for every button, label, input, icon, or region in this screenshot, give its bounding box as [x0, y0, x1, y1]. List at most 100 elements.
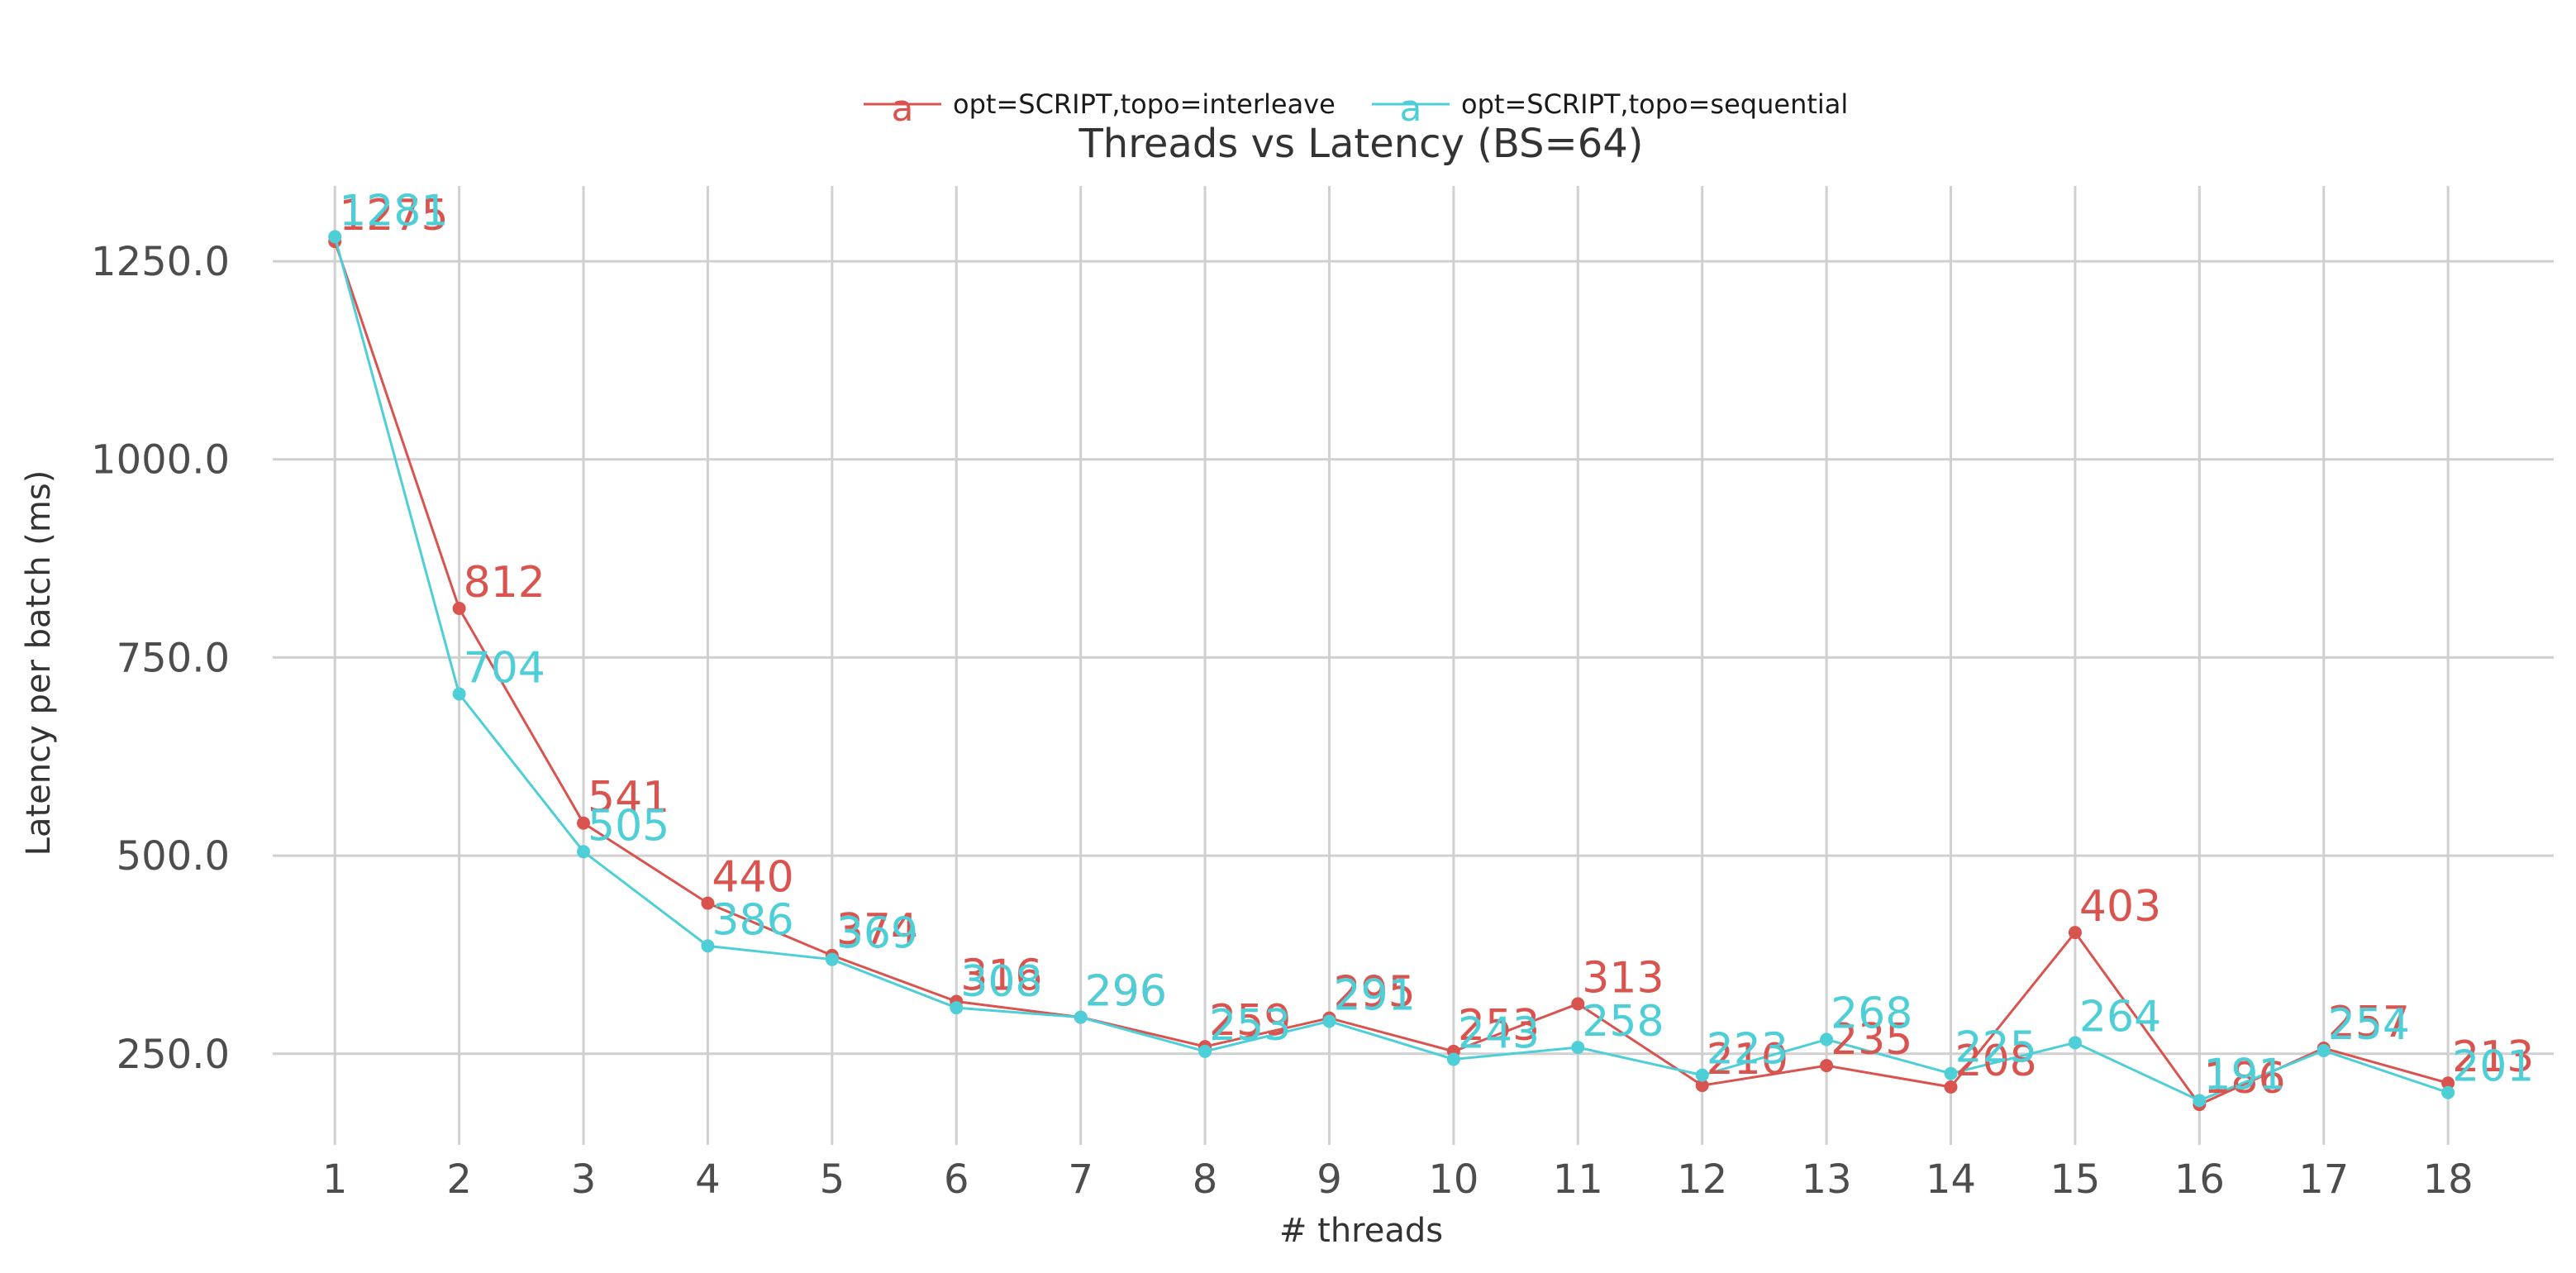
y-tick-label: 500.0 [117, 833, 230, 880]
legend-label: opt=SCRIPT,topo=interleave [953, 88, 1336, 120]
data-label: 258 [1582, 997, 1664, 1047]
x-tick-label: 17 [2298, 1156, 2349, 1203]
data-point [2068, 926, 2082, 940]
x-tick-label: 2 [446, 1156, 472, 1203]
data-label: 296 [1085, 967, 1167, 1017]
x-tick-label: 4 [695, 1156, 721, 1203]
series-line [333, 241, 2449, 1106]
data-label: 1275 [339, 191, 448, 241]
data-label: 295 [1333, 968, 1415, 1018]
data-label: 386 [712, 895, 793, 945]
x-tick-label: 15 [2050, 1156, 2100, 1203]
x-axis-ticks: 1 2 3 4 5 6 7 8 9 10 11 12 13 14 15 16 17 18 [322, 1156, 2474, 1203]
y-axis-title: Latency per batch (ms) [20, 470, 58, 856]
data-point [2441, 1076, 2455, 1090]
data-label: 210 [1707, 1035, 1788, 1085]
legend-swatch-glyph: a [1400, 88, 1422, 130]
data-label: 313 [1582, 953, 1664, 1003]
x-tick-label: 18 [2423, 1156, 2474, 1203]
data-label: 1281 [339, 186, 448, 236]
data-label: 191 [2203, 1050, 2285, 1099]
y-tick-label: 1250.0 [91, 239, 230, 285]
data-point [1571, 1041, 1585, 1055]
data-label: 704 [464, 644, 545, 694]
data-point [1695, 1068, 1709, 1082]
data-point [1820, 1059, 1834, 1073]
data-point [328, 230, 342, 244]
data-point [1944, 1066, 1958, 1080]
y-tick-label: 250.0 [117, 1032, 230, 1078]
data-point [577, 845, 591, 859]
data-point [452, 601, 466, 615]
data-point [1074, 1010, 1088, 1024]
data-point [1446, 1052, 1460, 1066]
data-point [2316, 1043, 2331, 1057]
x-axis-title: # threads [1279, 1212, 1443, 1250]
data-label: 254 [2328, 1000, 2410, 1050]
series-group [328, 230, 2455, 1112]
x-tick-label: 9 [1317, 1156, 1342, 1203]
x-tick-label: 13 [1802, 1156, 1852, 1203]
data-point [701, 939, 715, 953]
x-tick-label: 7 [1068, 1156, 1093, 1203]
legend-swatch-glyph: a [892, 88, 914, 130]
data-point [2193, 1094, 2207, 1108]
data-point [1944, 1080, 1958, 1094]
data-label: 296 [1085, 967, 1167, 1017]
x-tick-label: 10 [1428, 1156, 1478, 1203]
data-label: 223 [1707, 1025, 1788, 1075]
data-point [2441, 1085, 2455, 1099]
data-point [701, 896, 715, 910]
data-label: 812 [464, 558, 545, 608]
data-label: 308 [960, 957, 1042, 1007]
data-label: 374 [836, 905, 918, 955]
data-label: 316 [960, 951, 1042, 1000]
data-point [1820, 1032, 1834, 1047]
data-point [577, 816, 591, 830]
data-label: 541 [588, 773, 669, 822]
data-label: 208 [1955, 1037, 2037, 1086]
data-point [452, 687, 466, 701]
legend: a opt=SCRIPT,topo=interleave a opt=SCRIPT,t… [864, 88, 1848, 130]
legend-item-2: a opt=SCRIPT,topo=sequential [1372, 88, 1848, 130]
data-label: 257 [2328, 998, 2410, 1047]
x-tick-label: 8 [1193, 1156, 1218, 1203]
y-tick-label: 750.0 [117, 635, 230, 681]
data-label: 505 [588, 801, 669, 851]
y-axis-ticks: 250.0 500.0 750.0 1000.0 1250.0 [91, 239, 230, 1078]
data-label: 253 [1458, 1001, 1540, 1051]
data-point [1322, 1014, 1336, 1028]
data-point [1571, 997, 1585, 1011]
x-tick-label: 5 [820, 1156, 845, 1203]
grid [273, 186, 2554, 1145]
data-point [2068, 1036, 2082, 1050]
x-tick-label: 1 [322, 1156, 348, 1203]
series-2 [328, 230, 2455, 1108]
x-tick-label: 6 [944, 1156, 969, 1203]
data-label: 268 [1831, 989, 1912, 1038]
data-point [1695, 1079, 1709, 1093]
data-label: 243 [1458, 1008, 1540, 1058]
data-label: 291 [1333, 970, 1415, 1020]
data-label: 225 [1955, 1023, 2037, 1073]
data-point [950, 1001, 964, 1015]
data-label: 264 [2079, 992, 2161, 1042]
data-label: 253 [1209, 1001, 1291, 1051]
x-tick-label: 12 [1677, 1156, 1727, 1203]
data-label: 201 [2452, 1042, 2534, 1092]
data-label: 186 [2203, 1054, 2285, 1104]
legend-label: opt=SCRIPT,topo=sequential [1461, 88, 1848, 120]
series-line [333, 236, 2449, 1102]
data-label: 440 [712, 853, 793, 903]
data-label: 369 [836, 909, 918, 959]
y-tick-label: 1000.0 [91, 437, 230, 484]
x-tick-label: 16 [2174, 1156, 2225, 1203]
chart-title: Threads vs Latency (BS=64) [1078, 121, 1643, 167]
data-labels: 1275 812 541 440 374 316 296 259 295 253 313 210 235… [339, 186, 2534, 1104]
data-label: 213 [2452, 1032, 2534, 1082]
x-tick-label: 11 [1553, 1156, 1603, 1203]
data-label: 259 [1209, 996, 1291, 1046]
legend-item-1: a opt=SCRIPT,topo=interleave [864, 88, 1336, 130]
